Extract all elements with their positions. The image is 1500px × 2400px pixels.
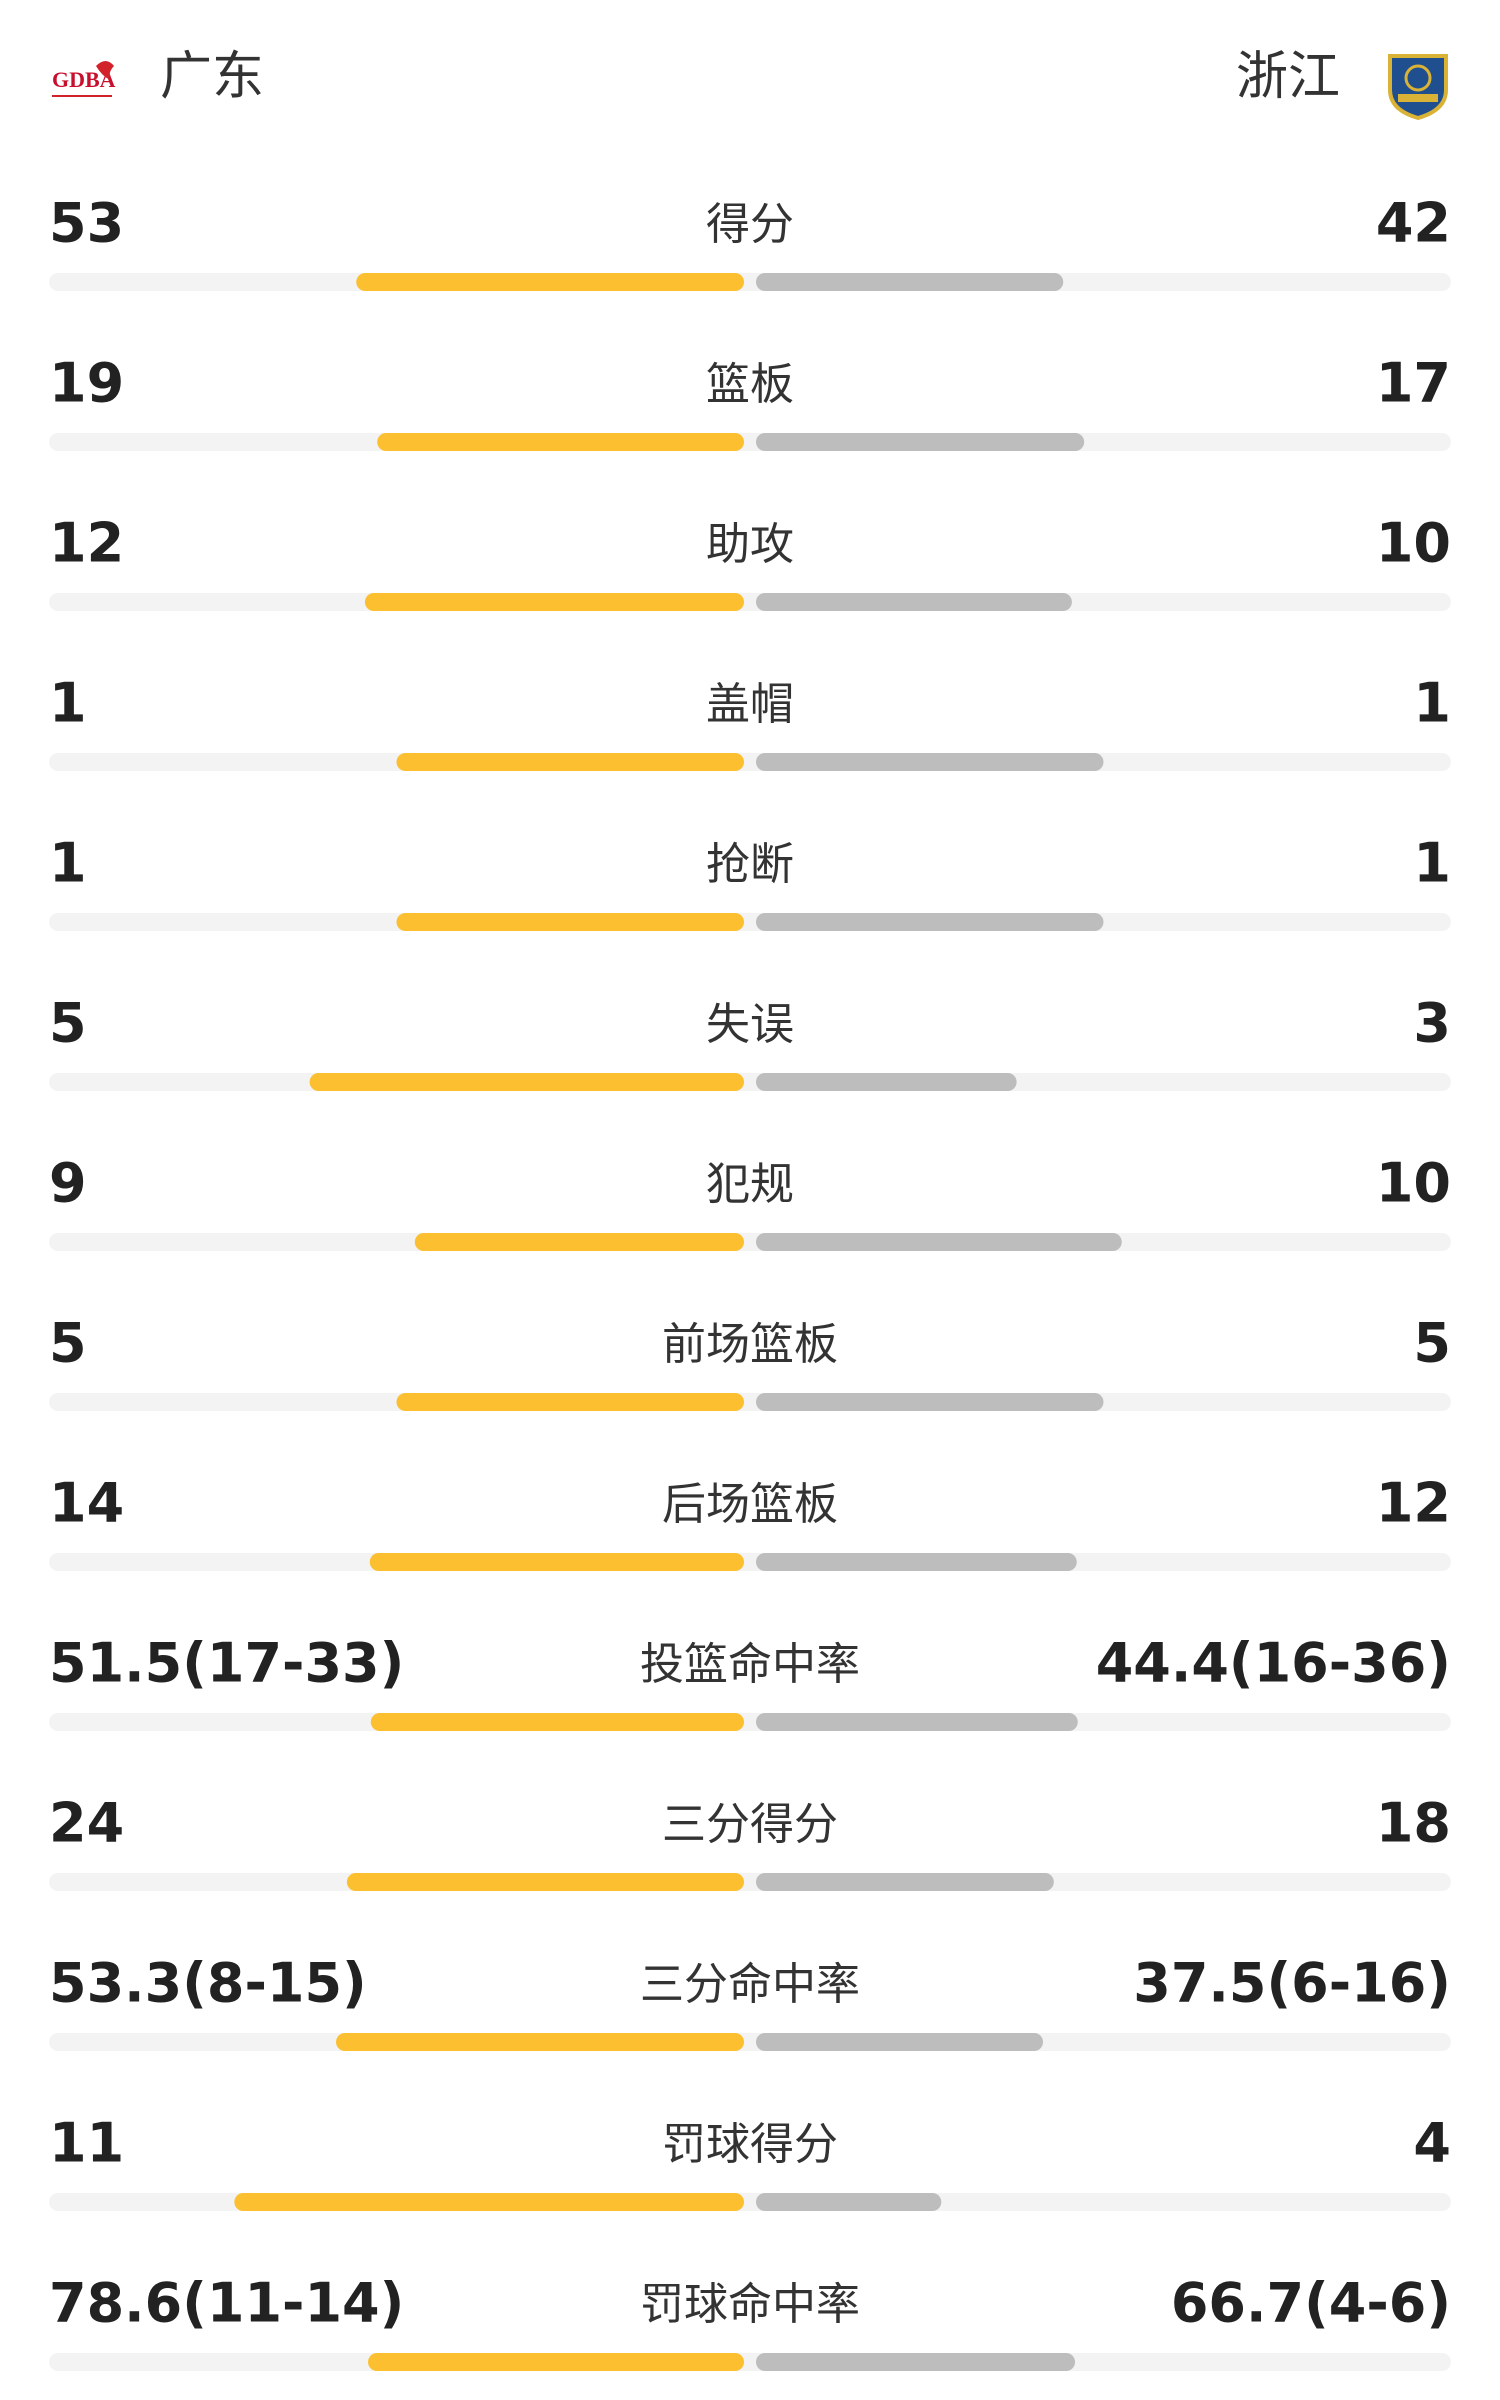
home-bar [396,1393,744,1411]
away-bar [756,593,1072,611]
home-value: 1 [49,832,87,895]
away-value: 10 [1376,1152,1451,1215]
away-bar [756,1073,1017,1091]
home-bar [336,2033,744,2051]
stat-label: 前场篮板 [662,1319,838,1370]
away-bar [756,1553,1077,1571]
away-bar [756,2033,1044,2051]
stat-label: 投篮命中率 [640,1639,860,1690]
bar-track [49,1393,1451,1411]
home-logo: GDBA [52,61,116,97]
bar-track [49,1073,1451,1091]
home-value: 51.5(17-33) [49,1632,404,1695]
stat-label: 助攻 [706,519,794,570]
home-value: 24 [49,1792,124,1855]
away-value: 10 [1376,512,1451,575]
home-value: 19 [49,352,124,415]
home-bar [369,1553,744,1571]
bar-track [49,1713,1451,1731]
home-value: 14 [49,1472,124,1535]
stat-label: 罚球得分 [662,2119,838,2170]
away-value: 17 [1376,352,1451,415]
away-value: 37.5(6-16) [1133,1952,1451,2015]
stat-label: 三分得分 [662,1799,838,1850]
away-value: 5 [1413,1312,1451,1375]
away-value: 18 [1376,1792,1451,1855]
stat-label: 犯规 [706,1159,794,1210]
home-value: 12 [49,512,124,575]
away-value: 1 [1413,672,1451,735]
home-value: 1 [49,672,87,735]
away-bar [756,913,1104,931]
away-value: 1 [1413,832,1451,895]
stat-label: 三分命中率 [640,1959,860,2010]
stat-label: 得分 [706,199,794,250]
away-bar [756,2193,942,2211]
bar-track [49,1873,1451,1891]
home-bar [309,1073,744,1091]
bar-track [49,593,1451,611]
bar-track [49,433,1451,451]
stat-label: 罚球命中率 [640,2279,860,2330]
home-bar [377,433,744,451]
away-value: 44.4(16-36) [1096,1632,1451,1695]
away-bar [756,1873,1054,1891]
home-value: 5 [49,1312,87,1375]
bar-track [49,1553,1451,1571]
stat-label: 失误 [706,999,794,1050]
home-value: 5 [49,992,87,1055]
home-bar [234,2193,745,2211]
away-value: 12 [1376,1472,1451,1535]
home-value: 53.3(8-15) [49,1952,367,2015]
bar-track [49,273,1451,291]
home-team: 广东 [160,47,264,107]
away-bar [756,2353,1076,2371]
stat-label: 抢断 [706,839,794,890]
away-team: 浙江 [1236,47,1340,107]
home-bar [396,913,744,931]
home-bar [396,753,744,771]
bar-track [49,2033,1451,2051]
away-value: 42 [1376,192,1451,255]
away-bar [756,1713,1078,1731]
stat-label: 篮板 [706,359,794,410]
home-value: 78.6(11-14) [49,2272,404,2335]
home-bar [368,2353,744,2371]
bar-track [49,1233,1451,1251]
away-bar [756,753,1104,771]
home-value: 9 [49,1152,87,1215]
home-bar [346,1873,744,1891]
stat-label: 后场篮板 [662,1479,838,1530]
home-bar [356,273,744,291]
home-value: 53 [49,192,124,255]
away-value: 66.7(4-6) [1171,2272,1451,2335]
bar-track [49,913,1451,931]
home-value: 11 [49,2112,124,2175]
away-value: 4 [1413,2112,1451,2175]
away-value: 3 [1413,992,1451,1055]
away-bar [756,1233,1122,1251]
away-logo [1388,54,1448,121]
home-bar [364,593,744,611]
home-bar [370,1713,744,1731]
stat-label: 盖帽 [706,679,794,730]
bar-track [49,2353,1451,2371]
away-bar [756,1393,1104,1411]
bar-track [49,753,1451,771]
away-bar [756,433,1085,451]
away-bar [756,273,1064,291]
home-bar [414,1233,744,1251]
